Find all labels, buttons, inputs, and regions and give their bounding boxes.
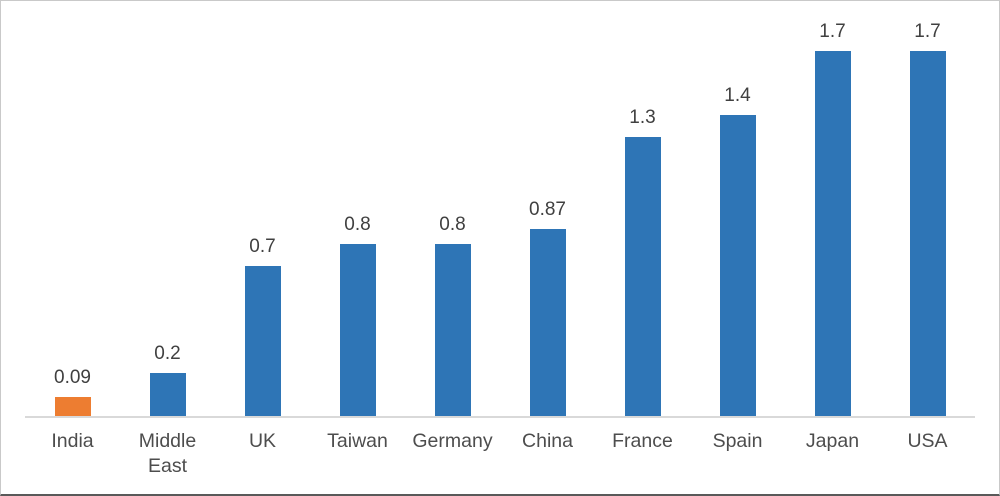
category-cell: Germany <box>405 418 500 479</box>
bar[interactable] <box>434 244 471 416</box>
bar-column: 0.09 <box>25 367 120 416</box>
bar-value-label: 0.8 <box>439 214 466 235</box>
bar[interactable] <box>814 50 851 416</box>
category-label: UK <box>248 430 277 452</box>
category-label: India <box>51 430 94 452</box>
category-cell: Spain <box>690 418 785 479</box>
category-label: Middle East <box>138 430 197 477</box>
bar-value-label: 1.3 <box>629 106 656 128</box>
bar[interactable] <box>54 396 91 416</box>
bar[interactable] <box>624 136 661 416</box>
bar[interactable] <box>149 373 186 416</box>
category-label: Taiwan <box>327 430 388 452</box>
bar-column: 1.7 <box>880 20 975 416</box>
bar-column: 0.87 <box>500 199 595 416</box>
bar-column: 1.3 <box>595 106 690 416</box>
bar-column: 1.7 <box>785 20 880 416</box>
bar[interactable] <box>244 265 281 416</box>
bar[interactable] <box>719 115 756 416</box>
bar-column: 0.8 <box>405 214 500 416</box>
bar[interactable] <box>339 244 376 416</box>
category-label: Spain <box>712 430 763 452</box>
category-label: Japan <box>805 430 860 452</box>
bar[interactable] <box>529 228 566 416</box>
bar-value-label: 0.09 <box>54 366 91 388</box>
bar-value-label: 0.8 <box>344 214 371 235</box>
bar-column: 0.7 <box>215 235 310 416</box>
bar[interactable] <box>909 50 946 416</box>
category-label: France <box>612 430 673 452</box>
bar-value-label: 0.2 <box>154 343 181 364</box>
bar-column: 0.8 <box>310 214 405 416</box>
bar-value-label: 1.7 <box>914 20 941 42</box>
bar-column: 0.2 <box>120 343 215 416</box>
category-cell: USA <box>880 418 975 479</box>
category-cell: Middle East <box>120 418 215 479</box>
bar-value-label: 0.87 <box>529 198 566 220</box>
bar-value-label: 1.4 <box>724 85 751 106</box>
bar-value-label: 0.7 <box>249 235 276 257</box>
category-cell: France <box>595 418 690 479</box>
plot-area: 0.09 0.2 0.7 0.8 0.8 0.87 1.3 1.4 1.7 1.… <box>25 1 975 418</box>
category-label: USA <box>907 430 948 452</box>
category-cell: UK <box>215 418 310 479</box>
category-cell: Taiwan <box>310 418 405 479</box>
category-cell: China <box>500 418 595 479</box>
category-label: China <box>522 430 573 452</box>
category-axis: India Middle East UK Taiwan Germany Chin… <box>25 418 975 479</box>
bar-value-label: 1.7 <box>819 20 846 42</box>
category-label: Germany <box>412 430 493 452</box>
category-cell: India <box>25 418 120 479</box>
bar-column: 1.4 <box>690 85 785 416</box>
category-cell: Japan <box>785 418 880 479</box>
